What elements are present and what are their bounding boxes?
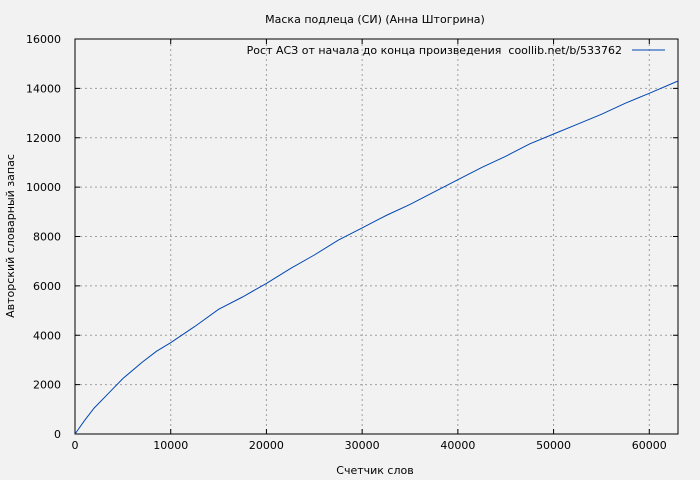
x-tick-label: 60000 — [632, 439, 667, 452]
x-tick-label: 40000 — [440, 439, 475, 452]
y-tick-label: 4000 — [33, 329, 61, 342]
legend-label: Рост АСЗ от начала до конца произведения… — [247, 44, 622, 57]
y-tick-label: 0 — [54, 428, 61, 441]
series-line — [74, 80, 679, 435]
x-tick-label: 20000 — [249, 439, 284, 452]
x-tick-label: 30000 — [345, 439, 380, 452]
y-tick-label: 12000 — [26, 132, 61, 145]
plot-frame — [74, 38, 679, 435]
y-tick-label: 16000 — [26, 33, 61, 46]
x-axis-label: Счетчик слов — [336, 464, 413, 477]
x-tick-label: 50000 — [536, 439, 571, 452]
x-tick-label: 0 — [72, 439, 79, 452]
y-tick-label: 8000 — [33, 231, 61, 244]
y-tick-label: 14000 — [26, 82, 61, 95]
y-tick-label: 6000 — [33, 280, 61, 293]
x-tick-label: 10000 — [153, 439, 188, 452]
y-tick-label: 2000 — [33, 379, 61, 392]
y-tick-label: 10000 — [26, 181, 61, 194]
chart-title: Маска подлеца (СИ) (Анна Штогрина) — [265, 13, 485, 26]
axis-ticks: 0 10000 20000 30000 40000 50000 60000 0 2000 4000… — [26, 33, 678, 452]
y-axis-label: Авторский словарный запас — [4, 154, 17, 318]
grid — [75, 39, 678, 434]
